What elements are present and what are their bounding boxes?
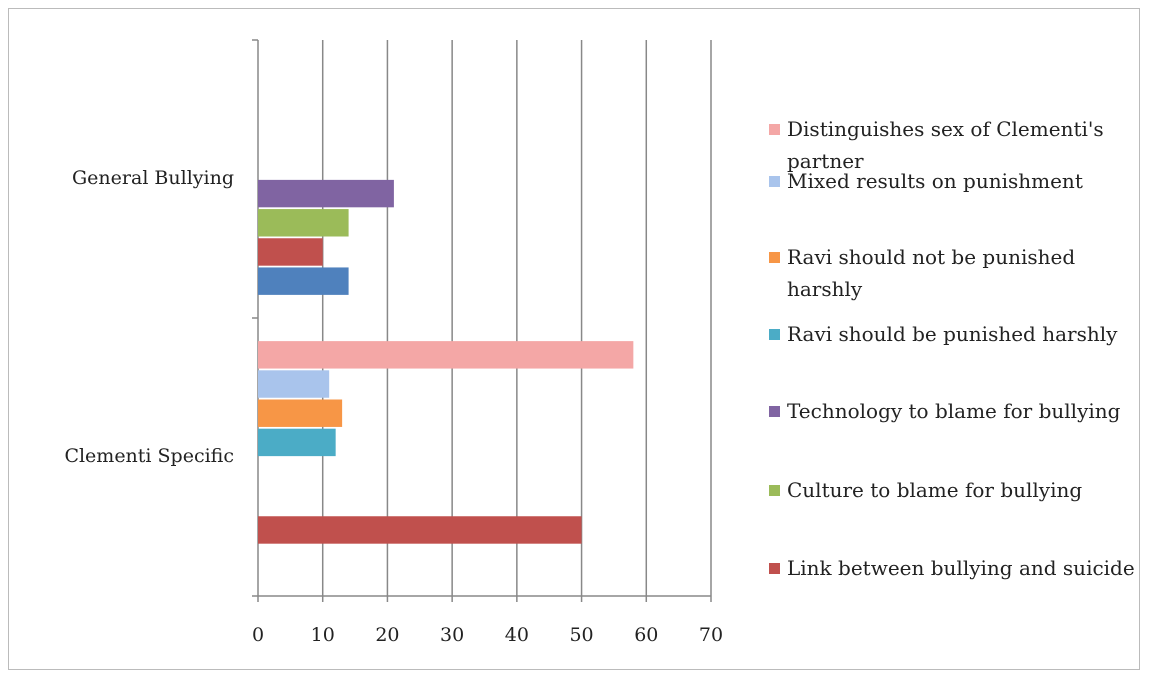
- x-tick-label: 20: [375, 624, 399, 646]
- legend-swatch: [769, 176, 780, 187]
- bar: [258, 179, 394, 208]
- x-tick-label: 0: [252, 624, 264, 646]
- legend-label: Distinguishes sex of Clementi's partner: [787, 117, 1104, 173]
- x-tick-label: 30: [440, 624, 464, 646]
- y-tick-label: Clementi Specific: [64, 445, 234, 467]
- bar: [258, 267, 349, 295]
- legend-label: Ravi should be punished harshly: [787, 322, 1118, 346]
- bar: [258, 209, 349, 237]
- chart-frame: [8, 8, 1140, 670]
- bar: [258, 370, 330, 398]
- x-tick-label: 50: [569, 624, 593, 646]
- bar: [258, 399, 343, 427]
- x-tick-label: 40: [505, 624, 529, 646]
- x-tick-label: 70: [699, 624, 723, 646]
- legend-swatch: [769, 406, 780, 417]
- legend-swatch: [769, 563, 780, 574]
- legend-label: Culture to blame for bullying: [787, 478, 1083, 502]
- legend-label: Ravi should not be punished harshly: [787, 245, 1076, 301]
- legend-label: Technology to blame for bullying: [787, 399, 1121, 423]
- legend-label: Link between bullying and suicide: [787, 556, 1135, 580]
- legend-label: Mixed results on punishment: [787, 169, 1083, 193]
- legend-swatch: [769, 124, 780, 135]
- x-tick-label: 60: [634, 624, 658, 646]
- x-tick-label: 10: [311, 624, 335, 646]
- legend-swatch: [769, 252, 780, 263]
- legend-swatch: [769, 485, 780, 496]
- y-tick-label: General Bullying: [72, 167, 234, 189]
- bar: [258, 341, 634, 369]
- bar: [258, 516, 582, 544]
- legend-swatch: [769, 329, 780, 340]
- bar: [258, 238, 323, 266]
- bar: [258, 428, 336, 457]
